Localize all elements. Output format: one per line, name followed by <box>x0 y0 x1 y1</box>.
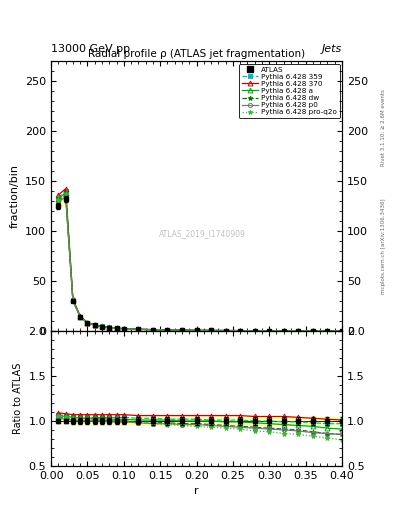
Text: Rivet 3.1.10; ≥ 2.6M events: Rivet 3.1.10; ≥ 2.6M events <box>381 90 386 166</box>
Text: ATLAS_2019_I1740909: ATLAS_2019_I1740909 <box>159 229 246 239</box>
Legend: ATLAS, Pythia 6.428 359, Pythia 6.428 370, Pythia 6.428 a, Pythia 6.428 dw, Pyth: ATLAS, Pythia 6.428 359, Pythia 6.428 37… <box>239 63 340 118</box>
Text: 13000 GeV pp: 13000 GeV pp <box>51 44 130 54</box>
Y-axis label: fraction/bin: fraction/bin <box>9 164 20 228</box>
Title: Radial profile ρ (ATLAS jet fragmentation): Radial profile ρ (ATLAS jet fragmentatio… <box>88 49 305 59</box>
Y-axis label: Ratio to ATLAS: Ratio to ATLAS <box>13 363 23 434</box>
Text: mcplots.cern.ch [arXiv:1306.3436]: mcplots.cern.ch [arXiv:1306.3436] <box>381 198 386 293</box>
X-axis label: r: r <box>194 486 199 496</box>
Text: Jets: Jets <box>321 44 342 54</box>
